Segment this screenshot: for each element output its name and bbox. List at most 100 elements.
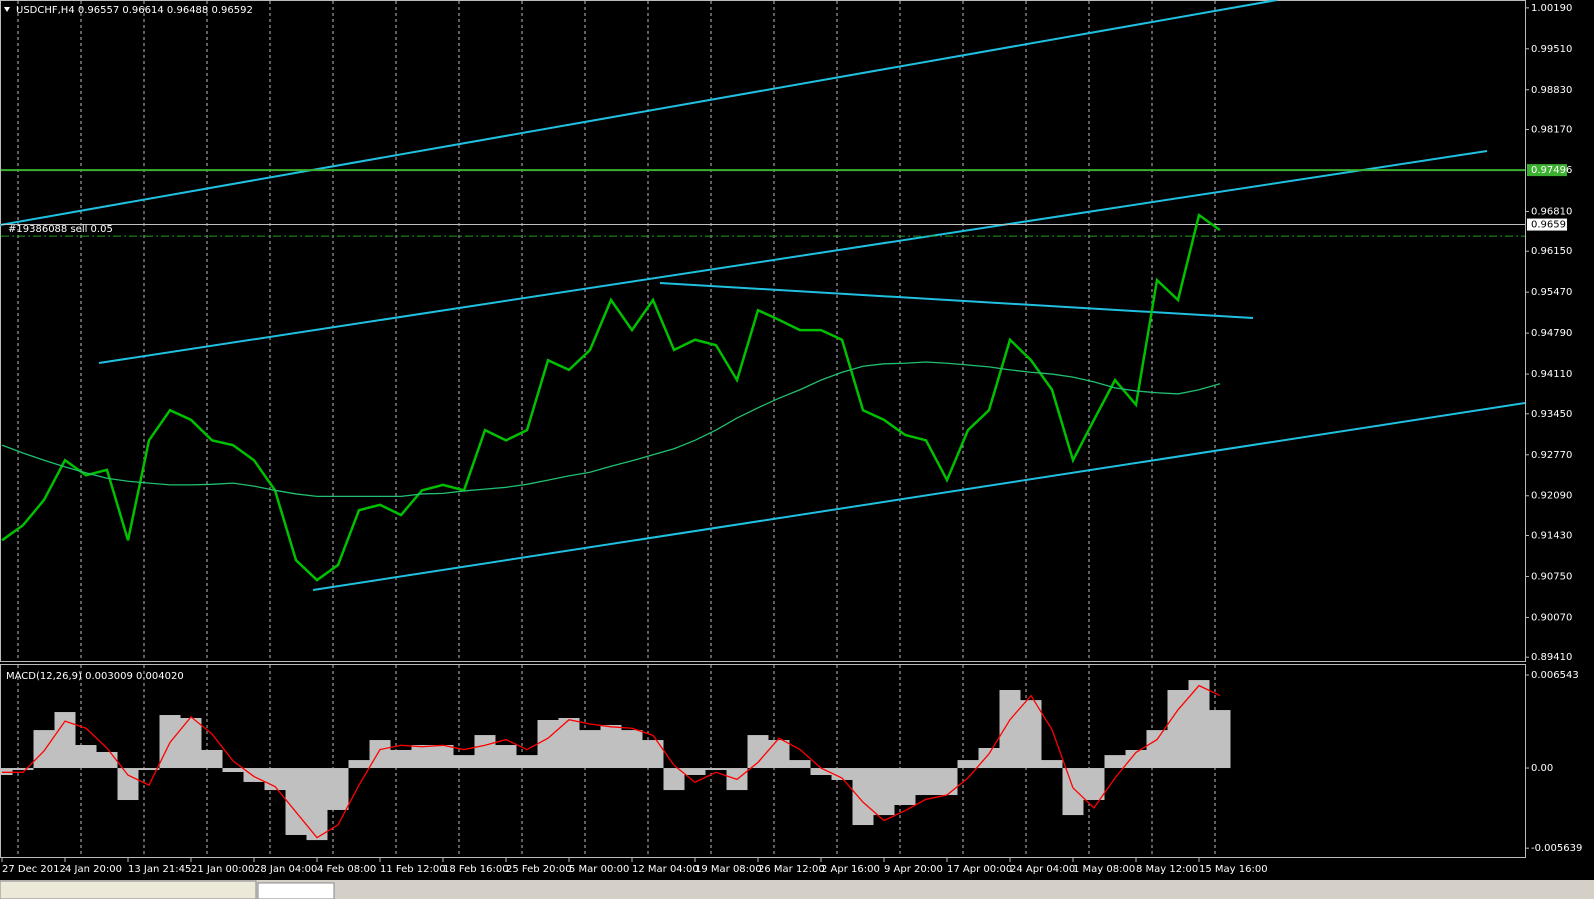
macd-bar [600,724,622,769]
y-tick-label: 0.94110 [1531,369,1572,380]
tab[interactable] [0,880,257,899]
macd-bar [369,740,391,769]
x-tick-label: 12 Mar 04:00 [632,864,699,875]
macd-bar [411,745,433,769]
macd-bar [1146,730,1168,769]
trend-line [659,282,1254,319]
y-tick-label: 0.98830 [1531,85,1572,96]
macd-bar [789,760,811,769]
x-tick-label: 15 May 16:00 [1199,864,1268,875]
level-label-box [1527,164,1567,177]
level-label-box [1527,218,1567,231]
macd-bar [222,768,244,773]
macd-bar [642,740,664,769]
macd-bar [390,749,412,769]
y-tick-label: 0.00 [1531,763,1553,774]
macd-bar [0,768,13,775]
macd-bar [96,751,118,769]
macd-bar [33,730,55,769]
price-pane-border [0,0,1526,662]
macd-bar [432,745,454,769]
x-tick-label: 4 Jan 20:00 [65,864,122,875]
y-tick-label: 0.90070 [1531,612,1572,623]
tab-bar [0,880,1594,899]
macd-bar [1188,680,1210,769]
macd-bar [747,735,769,769]
x-tick-label: 26 Mar 12:00 [758,864,825,875]
macd-bar [684,768,706,775]
trend-line [98,150,1488,364]
x-tick-label: 8 May 12:00 [1136,864,1198,875]
x-tick-label: 25 Feb 20:00 [506,864,572,875]
y-tick-label: 0.92090 [1531,491,1572,502]
macd-bar [1041,760,1063,769]
macd-bar [558,718,580,769]
price-line [1,212,1221,582]
macd-bar [327,768,349,810]
x-tick-label: 11 Feb 12:00 [380,864,446,875]
macd-bar [201,749,223,769]
signal-line [2,684,1221,839]
macd-bar [285,768,307,835]
y-tick-label: 0.91430 [1531,531,1572,542]
x-tick-label: 28 Jan 04:00 [254,864,317,875]
x-tick-label: 27 Dec 2012 [2,864,66,875]
level-label: 0.97496 [1531,165,1572,176]
macd-bar [12,768,34,771]
macd-bar [348,760,370,769]
x-tick-label: 21 Jan 00:00 [191,864,254,875]
macd-bar [978,747,1000,769]
macd-title: MACD(12,26,9) 0.003009 0.004020 [6,671,184,682]
x-tick-label: 24 Apr 04:00 [1010,864,1075,875]
y-tick-label: 1.00190 [1531,3,1572,14]
macd-bar [537,719,559,769]
y-tick-label: 0.92770 [1531,450,1572,461]
macd-bar [810,768,832,775]
x-tick-label: 2 Apr 16:00 [821,864,880,875]
x-tick-label: 19 Mar 08:00 [695,864,762,875]
macd-bar [180,718,202,769]
macd-bar [999,690,1021,769]
macd-bar [54,712,76,769]
macd-bar [915,768,937,796]
macd-bar [453,755,475,769]
x-tick-label: 5 Mar 00:00 [569,864,629,875]
trend-line [312,402,1526,591]
macd-pane-border [0,664,1526,858]
macd-bar [705,768,727,771]
macd-bar [852,768,874,826]
x-tick-label: 18 Feb 16:00 [443,864,509,875]
macd-bar [936,768,958,796]
tab[interactable] [257,882,335,899]
macd-bar [894,768,916,805]
chart-title: USDCHF,H4 0.96557 0.96614 0.96488 0.9659… [16,5,253,16]
y-tick-label: 0.90750 [1531,571,1572,582]
y-tick-label: -0.005639 [1531,843,1582,854]
macd-bar [495,745,517,769]
x-tick-label: 9 Apr 20:00 [884,864,943,875]
macd-bar [1104,755,1126,769]
macd-bar [516,755,538,769]
x-tick-label: 13 Jan 21:45 [128,864,191,875]
macd-bar [873,768,895,816]
macd-bar [1125,749,1147,769]
macd-bar [75,745,97,769]
macd-bar [117,768,139,801]
macd-bar [579,730,601,769]
price-line [1,361,1221,497]
order-label: #19386088 sell 0.05 [8,224,113,235]
macd-bar [1083,768,1105,801]
menu-arrow[interactable] [4,7,10,12]
macd-bar [957,760,979,769]
macd-bar [621,730,643,769]
y-tick-label: 0.006543 [1531,670,1579,681]
macd-bar [1062,768,1084,816]
y-tick-label: 0.98170 [1531,125,1572,136]
macd-bar [768,740,790,769]
macd-bar [138,768,160,771]
macd-bar [474,735,496,769]
macd-bar [831,768,853,780]
y-tick-label: 0.96150 [1531,246,1572,257]
